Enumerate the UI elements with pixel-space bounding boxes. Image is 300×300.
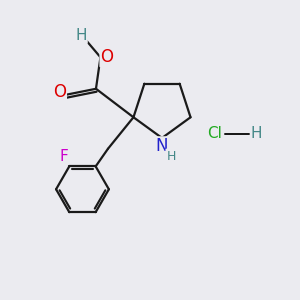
Text: O: O [53, 83, 66, 101]
Text: H: H [166, 149, 176, 163]
Text: H: H [251, 126, 262, 141]
Text: F: F [59, 149, 68, 164]
Text: O: O [100, 48, 114, 66]
Text: H: H [75, 28, 87, 43]
Text: N: N [156, 137, 168, 155]
Text: Cl: Cl [207, 126, 222, 141]
